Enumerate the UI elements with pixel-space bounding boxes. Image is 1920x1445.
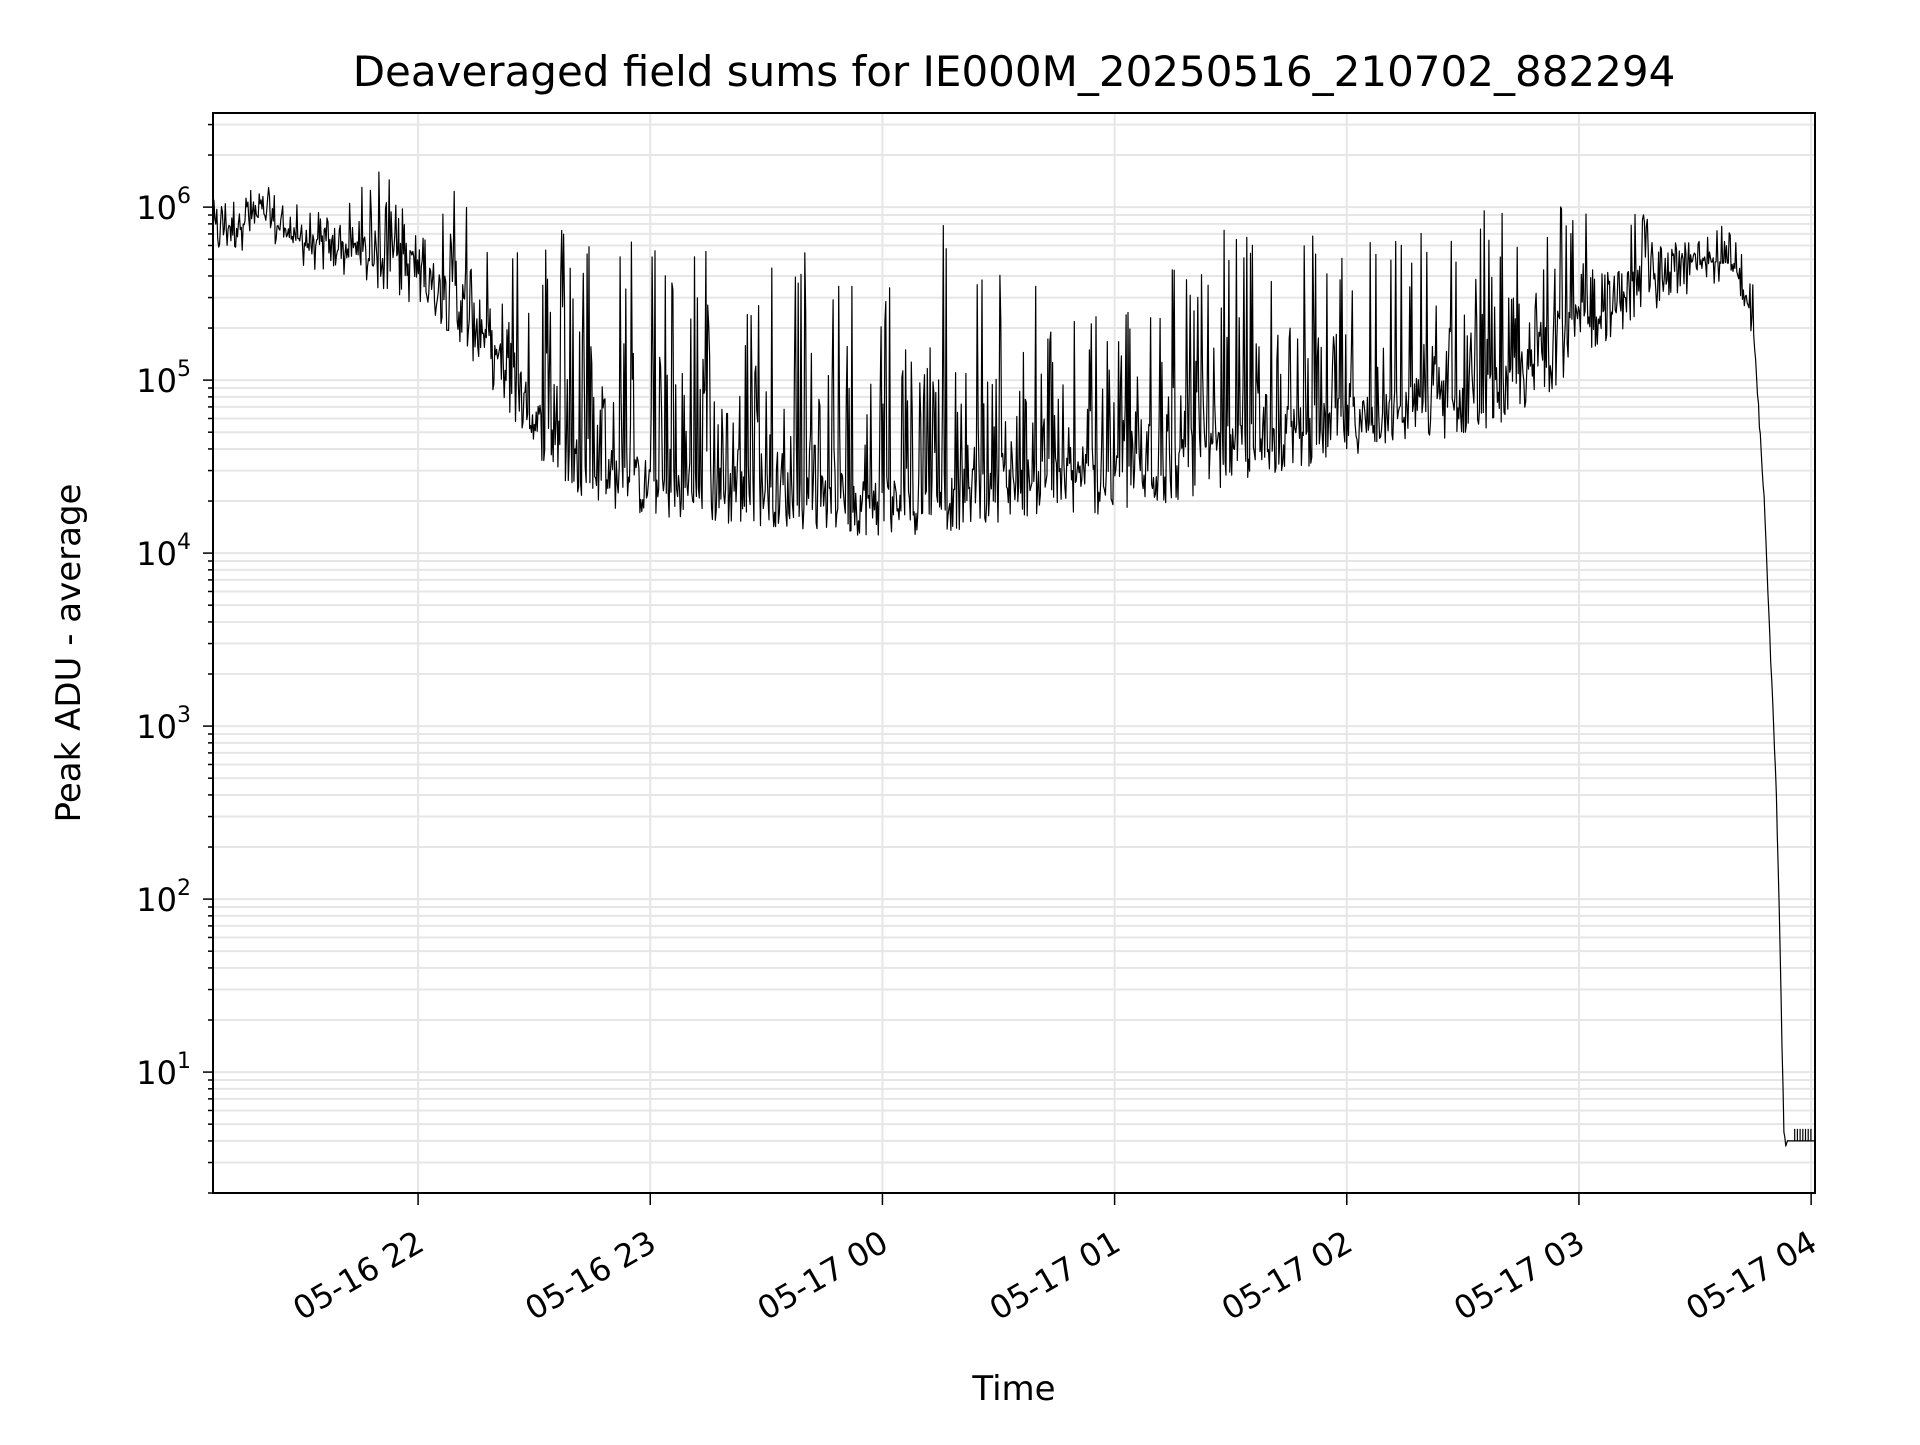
y-axis: 101 102 103 104 105 106 (136, 123, 213, 1194)
chart-title: Deaveraged field sums for IE000M_2025051… (353, 47, 1676, 96)
y-axis-label: Peak ADU - average (49, 484, 89, 823)
y-tick-label: 104 (136, 530, 191, 573)
grid-layer (213, 113, 1815, 1194)
y-tick-label: 105 (136, 357, 191, 400)
y-tick-label: 101 (136, 1049, 191, 1092)
data-line-layer (212, 171, 1815, 1147)
plot-frame (212, 112, 1816, 1194)
series-line (212, 171, 1815, 1147)
y-tick-label: 102 (136, 876, 191, 919)
y-tick-label: 103 (136, 703, 191, 746)
y-tick-label: 106 (136, 184, 191, 227)
x-axis-label: Time (971, 1369, 1055, 1409)
